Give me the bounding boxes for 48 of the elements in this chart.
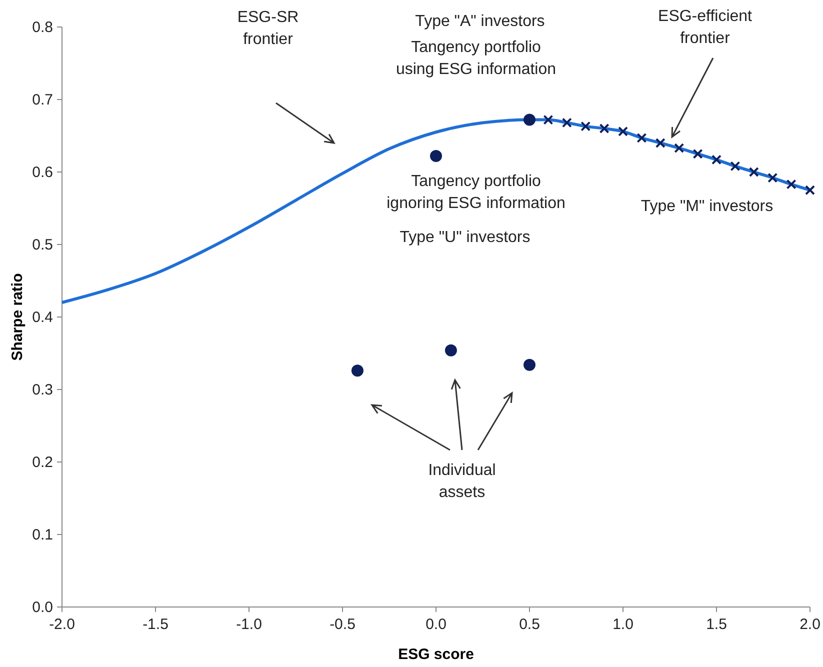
- y-axis-title: Sharpe ratio: [9, 273, 26, 361]
- y-tick-label: 0.1: [32, 526, 53, 544]
- x-tick-label: 1.0: [612, 616, 634, 633]
- point: [543, 114, 554, 125]
- annotation: Tangency portfolio ignoring ESG information: [386, 173, 566, 212]
- y-tick-label: 0.7: [32, 92, 53, 108]
- point: [351, 364, 364, 377]
- point: [730, 161, 740, 172]
- y-tick-label: 0.3: [32, 382, 53, 398]
- point: [524, 358, 536, 371]
- annotation: ESG-efficient frontier: [658, 8, 753, 47]
- annotation: Type "A" investors: [415, 13, 545, 30]
- point: [748, 167, 759, 177]
- annotation: Tangency portfolio using ESG information: [396, 39, 556, 78]
- point: [430, 150, 442, 162]
- point: [580, 121, 591, 132]
- y-tick-label: 0.0: [32, 599, 53, 616]
- x-tick-label: 0.5: [519, 616, 540, 633]
- annotation: ESG-SR frontier: [237, 9, 299, 48]
- point: [712, 154, 722, 165]
- point: [562, 118, 572, 128]
- y-tick-label: 0.5: [32, 236, 53, 254]
- x-axis-title: ESG score: [398, 646, 474, 663]
- x-tick-label: 1.5: [706, 616, 727, 633]
- annotation: Type "M" investors: [640, 198, 774, 215]
- point: [599, 124, 610, 134]
- point: [636, 132, 647, 143]
- point: [674, 143, 684, 154]
- point: [768, 172, 778, 183]
- annotation: Individual assets: [428, 462, 496, 501]
- point: [524, 114, 536, 126]
- x-tick-label: -2.0: [49, 616, 75, 633]
- x-tick-label: 0.0: [426, 616, 446, 633]
- x-tick-label: -1.0: [236, 616, 262, 633]
- y-tick-label: 0.4: [32, 309, 53, 326]
- point: [444, 344, 457, 356]
- point: [692, 148, 703, 159]
- annotation: Type "U" investors: [400, 229, 530, 246]
- x-tick-label: -0.5: [330, 616, 356, 633]
- point: [655, 138, 666, 148]
- y-tick-label: 0.6: [32, 164, 53, 181]
- x-tick-label: 2.0: [800, 616, 820, 633]
- point: [805, 185, 815, 196]
- y-tick-label: 0.8: [32, 19, 53, 36]
- x-tick-label: -1.5: [142, 616, 168, 633]
- point: [618, 126, 628, 136]
- y-tick-label: 0.2: [32, 454, 53, 471]
- point: [786, 179, 796, 190]
